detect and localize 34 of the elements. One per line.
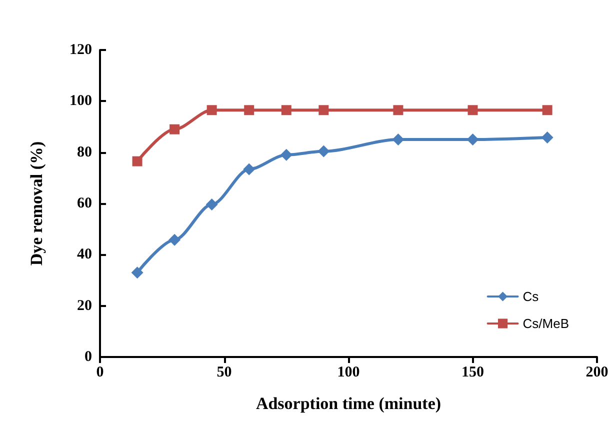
y-tick-label: 20: [77, 298, 92, 314]
x-tick-label: 100: [337, 364, 360, 380]
y-tick-label: 0: [84, 349, 92, 365]
point: [244, 105, 254, 116]
point: [280, 148, 292, 161]
point: [132, 156, 142, 166]
point: [318, 145, 330, 158]
y-tick-label: 120: [70, 42, 92, 58]
point: [541, 131, 554, 144]
y-tick-label: 80: [77, 144, 92, 160]
point: [542, 105, 552, 116]
point: [318, 105, 329, 116]
point: [170, 124, 180, 134]
legend-label: Cs/MeB: [522, 316, 570, 331]
point: [206, 198, 218, 211]
y-tick-label: 60: [77, 196, 92, 212]
point: [466, 134, 479, 146]
x-tick-label: 150: [462, 364, 484, 380]
point: [468, 105, 478, 116]
point: [206, 105, 217, 116]
point: [168, 234, 181, 246]
point: [243, 163, 256, 176]
y-tick-label: 40: [77, 246, 92, 263]
x-tick-label: 200: [586, 364, 608, 380]
point: [393, 105, 404, 116]
point: [131, 266, 144, 279]
point: [281, 105, 292, 116]
y-axis-title: Dye removal (%): [27, 141, 46, 266]
y-tick-label: 100: [70, 93, 92, 110]
x-tick-label: 50: [216, 364, 232, 380]
x-axis-title: Adsorption time (minute): [256, 394, 442, 413]
legend-label: Cs: [522, 289, 540, 304]
point: [392, 134, 404, 146]
x-tick-label: 0: [96, 364, 104, 380]
